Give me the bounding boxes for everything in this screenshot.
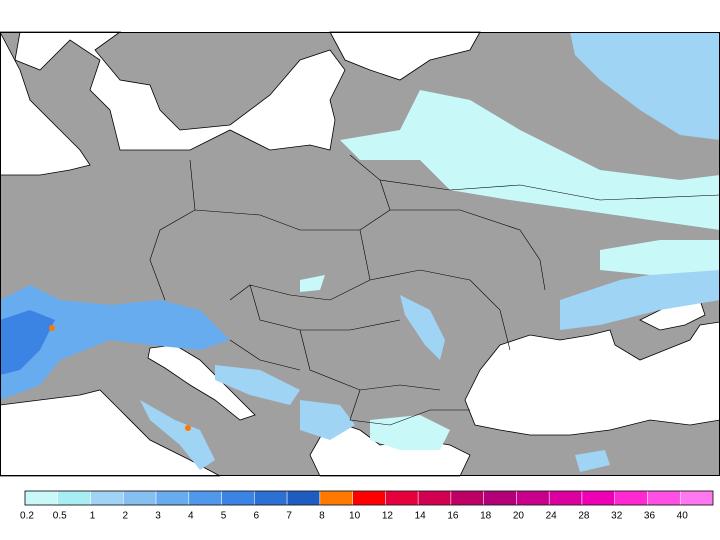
- legend-label: 36: [644, 511, 656, 522]
- precip-area: [0, 310, 55, 375]
- legend-swatch: [254, 490, 288, 506]
- precip-area: [400, 295, 445, 360]
- precip-area: [0, 285, 230, 400]
- legend-label: 28: [578, 511, 590, 522]
- legend-label: 5: [221, 511, 227, 522]
- legend-swatch: [483, 490, 517, 506]
- black-sea: [464, 321, 720, 436]
- legend-swatch: [548, 490, 583, 506]
- precip-area: [140, 400, 215, 470]
- legend-label: 7: [286, 511, 292, 522]
- legend-swatch: [319, 490, 353, 506]
- legend-label: 12: [382, 511, 394, 522]
- legend-swatch: [123, 490, 157, 506]
- legend-label: 0.5: [53, 511, 67, 522]
- legend-swatch: [516, 490, 550, 506]
- legend-label: 0.2: [20, 511, 34, 522]
- legend-label: 2: [123, 511, 129, 522]
- legend-swatch: [155, 490, 190, 506]
- precip-area: [300, 275, 325, 292]
- legend-swatch: [24, 490, 59, 506]
- legend-label: 10: [349, 511, 361, 522]
- legend-swatch: [581, 490, 615, 506]
- precip-spot: [49, 325, 55, 331]
- adriatic-sea: [147, 344, 256, 421]
- legend-label: 1: [90, 511, 96, 522]
- precip-area: [575, 450, 610, 472]
- legend-label: 8: [319, 511, 325, 522]
- legend-swatch: [221, 490, 255, 506]
- legend-swatch: [647, 490, 681, 506]
- legend-label: 32: [611, 511, 623, 522]
- legend-label: 16: [447, 511, 459, 522]
- legend: 0.2 0.5 1 2 3 4 5 6 7 8 10 12 14 16 18 20 24 28 32 36 40: [20, 490, 714, 522]
- legend-frame: [24, 490, 714, 506]
- precip-spot: [185, 425, 191, 431]
- precip-area: [600, 240, 720, 275]
- legend-swatch: [57, 490, 91, 506]
- legend-swatch: [679, 490, 714, 506]
- precip-area: [560, 265, 720, 330]
- legend-swatch: [352, 490, 386, 506]
- legend-label: 4: [188, 511, 194, 522]
- legend-label: 18: [480, 511, 492, 522]
- precipitation: [0, 32, 720, 472]
- legend-swatch: [614, 490, 648, 506]
- legend-label: 6: [254, 511, 260, 522]
- legend-label: 3: [155, 511, 161, 522]
- legend-swatch: [385, 490, 419, 506]
- legend-label: 24: [546, 511, 558, 522]
- precip-area: [340, 90, 720, 230]
- legend-swatch: [90, 490, 124, 506]
- precip-area: [570, 32, 720, 140]
- legend-label: 40: [677, 511, 689, 522]
- precip-area: [215, 365, 300, 405]
- legend-label: 14: [415, 511, 427, 522]
- gulf-of-finland: [329, 31, 481, 81]
- map: [0, 31, 720, 477]
- north-baltic-sea: [0, 31, 346, 176]
- borders: [149, 154, 720, 426]
- precip-area: [370, 415, 450, 450]
- legend-label: 20: [513, 511, 525, 522]
- legend-swatch: [188, 490, 222, 506]
- legend-swatch: [286, 490, 321, 506]
- precip-area: [300, 400, 355, 440]
- legend-swatch: [417, 490, 452, 506]
- legend-swatch: [450, 490, 484, 506]
